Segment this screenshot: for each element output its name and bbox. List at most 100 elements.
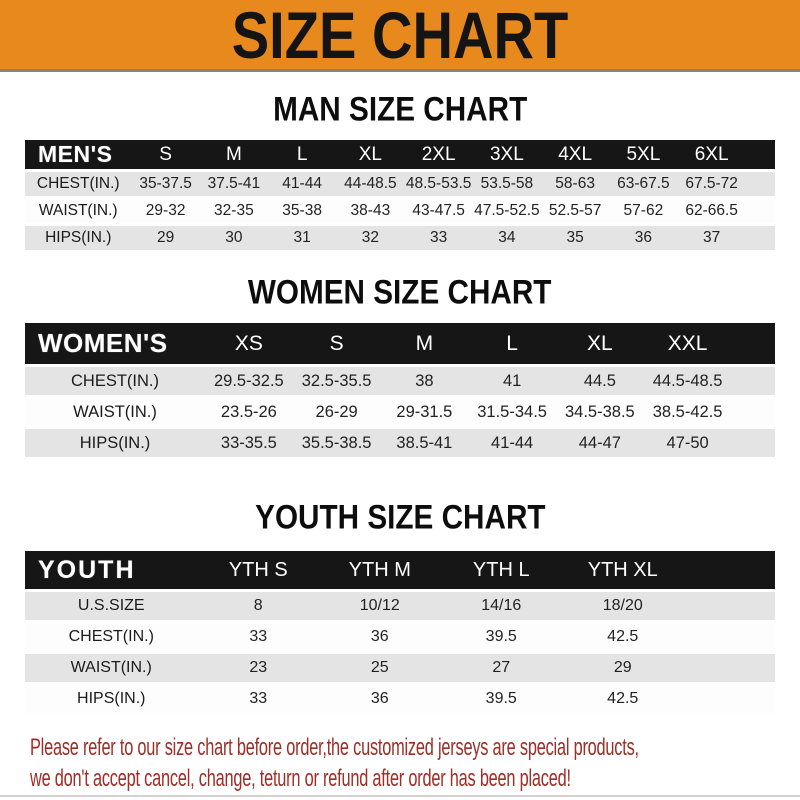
women-column-header-1: XS — [205, 323, 293, 364]
women-cell-r2c3: 29-31.5 — [380, 398, 469, 426]
men-column-header-8: 5XL — [609, 140, 678, 169]
men-header-row: MEN'S S M L XL 2XL 3XL 4XL 5XL 6XL — [25, 140, 775, 169]
men-cell-r3c7: 35 — [541, 226, 610, 250]
youth-row-filler — [683, 592, 775, 620]
men-cell-r2c1: 29-32 — [131, 199, 200, 223]
banner-title: SIZE CHART — [231, 0, 569, 72]
women-row-filler — [731, 429, 775, 457]
man-size-chart-title-text: MAN SIZE CHART — [272, 89, 528, 128]
women-cell-r1c3: 38 — [380, 367, 469, 395]
youth-header-filler — [683, 551, 775, 589]
women-cell-r1c4: 41 — [468, 367, 556, 395]
youth-cell-r2c4: 42.5 — [562, 623, 684, 651]
men-cell-r1c8: 63-67.5 — [609, 172, 678, 196]
youth-column-header-4: YTH XL — [562, 551, 684, 589]
men-cell-r2c3: 35-38 — [268, 199, 337, 223]
men-row-filler — [745, 226, 775, 250]
youth-column-header-1: YTH S — [197, 551, 319, 589]
women-row-label-3: HIPS(IN.) — [25, 429, 205, 457]
men-cell-r1c4: 44-48.5 — [336, 172, 405, 196]
youth-size-chart-title-text: YOUTH SIZE CHART — [254, 497, 546, 536]
youth-table-row-1: U.S.SIZE 8 10/12 14/16 18/20 — [25, 592, 775, 620]
women-cell-r1c6: 44.5-48.5 — [643, 367, 732, 395]
youth-cell-r3c2: 25 — [319, 654, 441, 682]
women-table-row-1: CHEST(IN.) 29.5-32.5 32.5-35.5 38 41 44.5 44.5… — [25, 367, 775, 395]
men-column-header-1: S — [131, 140, 200, 169]
youth-cell-r3c1: 23 — [197, 654, 319, 682]
youth-cell-r4c4: 42.5 — [562, 685, 684, 713]
men-cell-r3c6: 34 — [472, 226, 541, 250]
men-table-row-1: CHEST(IN.) 35-37.5 37.5-41 41-44 44-48.5 48.5… — [25, 172, 775, 196]
women-size-table: WOMEN'S XS S M L XL XXL CHEST(IN.) 29.5-32.5 32.… — [25, 320, 775, 460]
women-cell-r1c1: 29.5-32.5 — [205, 367, 293, 395]
disclaimer-line2: we don't accept cancel, change, teturn o… — [30, 764, 571, 792]
women-column-header-5: XL — [556, 323, 644, 364]
men-column-header-3: L — [268, 140, 337, 169]
youth-cell-r2c3: 39.5 — [440, 623, 562, 651]
men-cell-r2c2: 32-35 — [199, 199, 268, 223]
women-cell-r3c3: 38.5-41 — [380, 429, 469, 457]
youth-corner-label: YOUTH — [25, 551, 198, 589]
women-table-row-2: WAIST(IN.) 23.5-26 26-29 29-31.5 31.5-34.5 34… — [25, 398, 775, 426]
women-cell-r2c6: 38.5-42.5 — [643, 398, 732, 426]
youth-row-label-3: WAIST(IN.) — [25, 654, 198, 682]
women-header-filler — [731, 323, 775, 364]
youth-cell-r1c1: 8 — [197, 592, 319, 620]
men-cell-r2c9: 62-66.5 — [677, 199, 746, 223]
men-row-label-1: CHEST(IN.) — [25, 172, 132, 196]
women-row-label-2: WAIST(IN.) — [25, 398, 205, 426]
men-cell-r2c8: 57-62 — [609, 199, 678, 223]
men-row-filler — [745, 199, 775, 223]
men-cell-r1c5: 48.5-53.5 — [404, 172, 473, 196]
youth-table-row-2: CHEST(IN.) 33 36 39.5 42.5 — [25, 623, 775, 651]
youth-cell-r1c4: 18/20 — [562, 592, 684, 620]
men-cell-r3c4: 32 — [336, 226, 405, 250]
women-cell-r2c4: 31.5-34.5 — [468, 398, 556, 426]
men-column-header-7: 4XL — [541, 140, 610, 169]
women-row-filler — [731, 398, 775, 426]
women-corner-label: WOMEN'S — [25, 323, 205, 364]
men-cell-r3c5: 33 — [404, 226, 473, 250]
men-cell-r1c2: 37.5-41 — [199, 172, 268, 196]
men-header-filler — [745, 140, 775, 169]
men-cell-r1c7: 58-63 — [541, 172, 610, 196]
men-cell-r2c5: 43-47.5 — [404, 199, 473, 223]
youth-row-label-4: HIPS(IN.) — [25, 685, 198, 713]
women-cell-r2c2: 26-29 — [292, 398, 381, 426]
disclaimer-line1: Please refer to our size chart before or… — [30, 734, 639, 761]
women-size-chart-title-text: WOMEN SIZE CHART — [248, 272, 552, 311]
women-column-header-4: L — [468, 323, 556, 364]
women-cell-r1c5: 44.5 — [556, 367, 644, 395]
men-cell-r3c2: 30 — [199, 226, 268, 250]
youth-cell-r4c1: 33 — [197, 685, 319, 713]
men-row-filler — [745, 172, 775, 196]
youth-cell-r4c3: 39.5 — [440, 685, 562, 713]
men-column-header-4: XL — [336, 140, 405, 169]
women-cell-r2c5: 34.5-38.5 — [556, 398, 644, 426]
men-row-label-3: HIPS(IN.) — [25, 226, 132, 250]
men-table-row-3: HIPS(IN.) 29 30 31 32 33 34 35 36 37 — [25, 226, 775, 250]
youth-cell-r3c4: 29 — [562, 654, 684, 682]
women-column-header-2: S — [292, 323, 381, 364]
women-cell-r3c6: 47-50 — [643, 429, 732, 457]
men-cell-r3c8: 36 — [609, 226, 678, 250]
men-column-header-2: M — [199, 140, 268, 169]
men-cell-r1c6: 53.5-58 — [472, 172, 541, 196]
youth-cell-r2c1: 33 — [197, 623, 319, 651]
youth-row-filler — [683, 623, 775, 651]
youth-column-header-3: YTH L — [440, 551, 562, 589]
men-cell-r3c1: 29 — [131, 226, 200, 250]
women-header-row: WOMEN'S XS S M L XL XXL — [25, 323, 775, 364]
men-corner-label: MEN'S — [25, 140, 132, 169]
men-cell-r1c1: 35-37.5 — [131, 172, 200, 196]
women-cell-r1c2: 32.5-35.5 — [292, 367, 381, 395]
men-cell-r1c9: 67.5-72 — [677, 172, 746, 196]
men-cell-r3c3: 31 — [268, 226, 337, 250]
women-table-row-3: HIPS(IN.) 33-35.5 35.5-38.5 38.5-41 41-44 44-… — [25, 429, 775, 457]
youth-cell-r4c2: 36 — [319, 685, 441, 713]
men-cell-r2c7: 52.5-57 — [541, 199, 610, 223]
men-cell-r1c3: 41-44 — [268, 172, 337, 196]
women-column-header-6: XXL — [643, 323, 732, 364]
men-column-header-5: 2XL — [404, 140, 473, 169]
women-cell-r3c5: 44-47 — [556, 429, 644, 457]
